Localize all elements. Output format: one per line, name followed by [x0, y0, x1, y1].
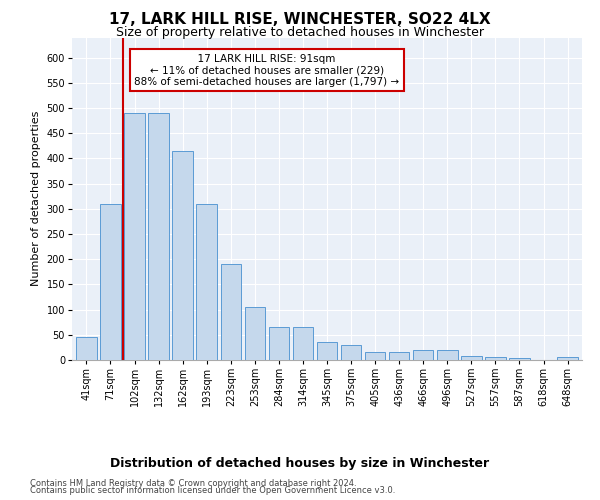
- Bar: [100, 204, 121, 360]
- Y-axis label: Number of detached properties: Number of detached properties: [31, 111, 41, 286]
- Bar: [341, 345, 361, 360]
- Bar: [461, 356, 482, 360]
- Bar: [413, 350, 433, 360]
- Bar: [76, 338, 97, 360]
- Bar: [124, 113, 145, 360]
- Bar: [557, 358, 578, 360]
- Bar: [245, 307, 265, 360]
- Bar: [365, 352, 385, 360]
- Text: Contains HM Land Registry data © Crown copyright and database right 2024.: Contains HM Land Registry data © Crown c…: [30, 478, 356, 488]
- Bar: [437, 350, 458, 360]
- Bar: [221, 264, 241, 360]
- Bar: [485, 358, 506, 360]
- Text: 17 LARK HILL RISE: 91sqm  
← 11% of detached houses are smaller (229)
88% of sem: 17 LARK HILL RISE: 91sqm ← 11% of detach…: [134, 54, 400, 87]
- Bar: [148, 113, 169, 360]
- Text: Size of property relative to detached houses in Winchester: Size of property relative to detached ho…: [116, 26, 484, 39]
- Text: 17, LARK HILL RISE, WINCHESTER, SO22 4LX: 17, LARK HILL RISE, WINCHESTER, SO22 4LX: [109, 12, 491, 28]
- Text: Distribution of detached houses by size in Winchester: Distribution of detached houses by size …: [110, 458, 490, 470]
- Bar: [172, 151, 193, 360]
- Bar: [389, 352, 409, 360]
- Bar: [317, 342, 337, 360]
- Bar: [196, 204, 217, 360]
- Text: Contains public sector information licensed under the Open Government Licence v3: Contains public sector information licen…: [30, 486, 395, 495]
- Bar: [269, 327, 289, 360]
- Bar: [293, 327, 313, 360]
- Bar: [509, 358, 530, 360]
